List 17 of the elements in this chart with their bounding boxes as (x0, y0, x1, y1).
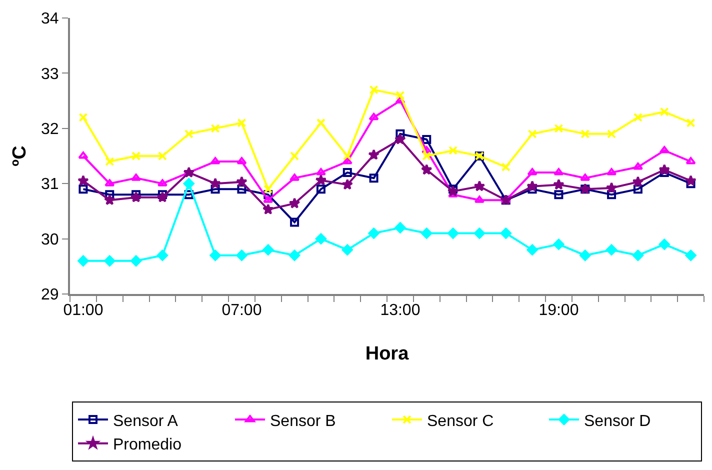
x-tick-label: 01:00 (63, 302, 104, 320)
y-tick-label: 30 (41, 231, 59, 248)
legend-label: Sensor B (270, 412, 336, 430)
legend-label: Sensor C (427, 412, 494, 430)
y-tick-label: 34 (41, 10, 59, 28)
legend-label: Sensor A (113, 412, 178, 430)
x-axis-title: Hora (365, 344, 410, 364)
x-tick-label: 19:00 (538, 302, 579, 320)
x-tick-label: 13:00 (380, 302, 420, 320)
x-tick-label: 07:00 (222, 302, 262, 320)
legend-label: Sensor D (584, 412, 651, 430)
legend-label: Promedio (113, 436, 182, 454)
y-tick-label: 29 (41, 286, 59, 304)
y-tick-label: 31 (41, 176, 59, 194)
y-tick-label: 33 (41, 66, 59, 83)
y-axis-title: ºC (9, 145, 30, 166)
y-tick-label: 32 (41, 121, 59, 138)
